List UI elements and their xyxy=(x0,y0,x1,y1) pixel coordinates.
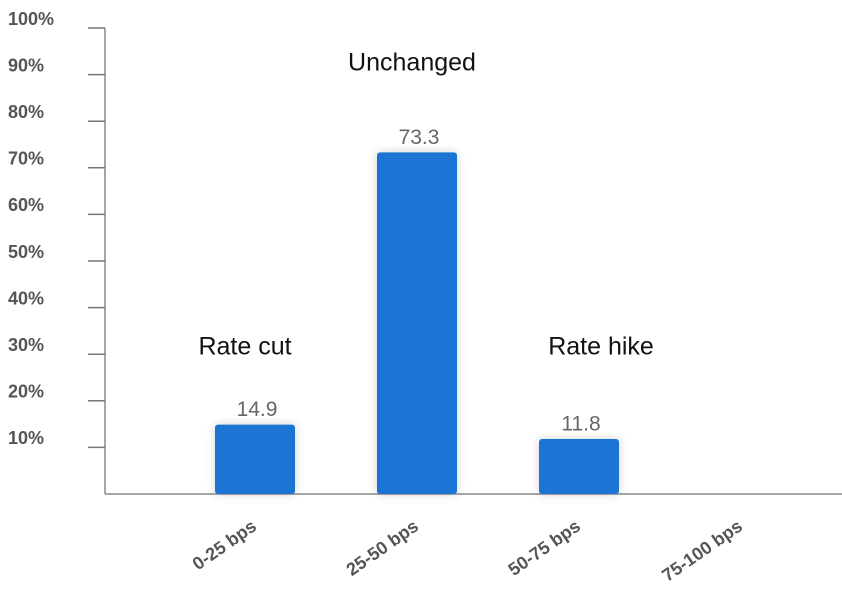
x-tick-label: 75-100 bps xyxy=(658,516,746,586)
x-tick-label: 50-75 bps xyxy=(505,516,584,580)
y-tick-label: 60% xyxy=(8,195,44,215)
y-tick-label: 40% xyxy=(8,288,44,308)
annotation: Rate hike xyxy=(548,333,654,361)
data-label: 73.3 xyxy=(399,126,440,149)
y-tick-label: 70% xyxy=(8,149,44,169)
bar xyxy=(377,152,457,494)
bar xyxy=(215,424,295,494)
annotation: Unchanged xyxy=(348,49,476,77)
data-label: 11.8 xyxy=(561,413,600,436)
y-tick-label: 20% xyxy=(8,382,44,402)
y-tick-label: 50% xyxy=(8,242,44,262)
annotation: Rate cut xyxy=(198,333,291,361)
x-tick-label: 25-50 bps xyxy=(343,516,422,580)
data-label: 14.9 xyxy=(237,398,278,421)
y-tick-label: 30% xyxy=(8,335,44,355)
x-tick-label: 0-25 bps xyxy=(189,516,260,574)
y-tick-label: 10% xyxy=(8,428,44,448)
y-tick-label: 80% xyxy=(8,102,44,122)
bar xyxy=(539,439,619,494)
y-tick-label: 100% xyxy=(8,9,54,29)
y-tick-label: 90% xyxy=(8,55,44,75)
